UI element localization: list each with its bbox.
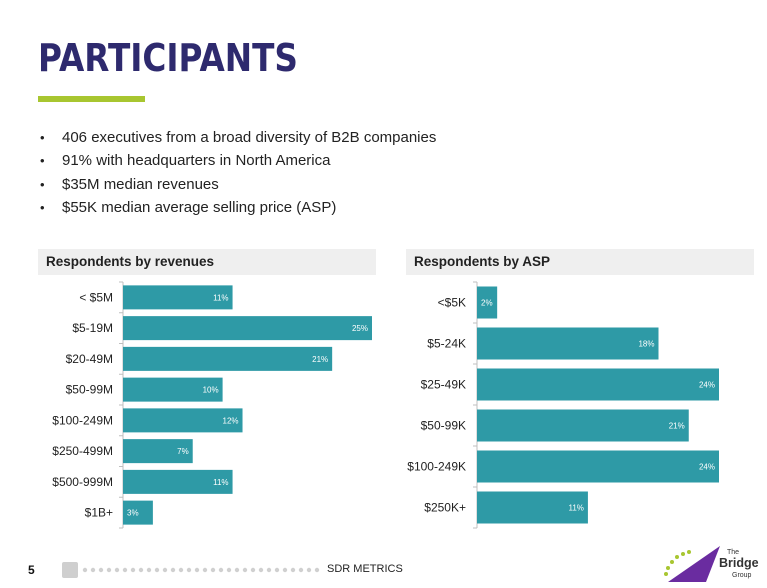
logo-bridge-text: Bridge bbox=[719, 556, 759, 570]
revenue-value-label: 11% bbox=[213, 478, 228, 487]
footer-dot bbox=[250, 567, 256, 573]
footer-dots bbox=[82, 567, 320, 573]
footer-dot bbox=[202, 567, 208, 573]
footer-dot bbox=[290, 567, 296, 573]
asp-category-label: $250K+ bbox=[424, 501, 466, 515]
asp-bar bbox=[477, 491, 588, 524]
asp-bar bbox=[477, 286, 498, 319]
asp-bar bbox=[477, 450, 719, 483]
asp-value-label: 24% bbox=[699, 463, 715, 472]
footer-label: SDR METRICS bbox=[327, 563, 403, 575]
page-title: PARTICIPANTS bbox=[38, 36, 298, 80]
revenue-value-label: 25% bbox=[352, 324, 368, 333]
footer-dot bbox=[314, 567, 320, 573]
footer-dot bbox=[146, 567, 152, 573]
footer-dot bbox=[98, 567, 104, 573]
revenue-category-label: $1B+ bbox=[85, 506, 113, 520]
page-number: 5 bbox=[28, 563, 35, 577]
revenue-category-label: $500-999M bbox=[52, 475, 113, 489]
footer-dot bbox=[106, 567, 112, 573]
asp-category-label: <$5K bbox=[438, 296, 466, 310]
revenue-value-label: 21% bbox=[312, 355, 328, 364]
revenue-bar bbox=[123, 377, 223, 402]
bullet-list: 406 executives from a broad diversity of… bbox=[40, 126, 436, 219]
revenue-category-label: $20-49M bbox=[66, 352, 113, 366]
revenue-bar bbox=[123, 316, 372, 341]
footer-box-icon bbox=[62, 562, 78, 578]
footer-dot bbox=[258, 567, 264, 573]
footer-dot bbox=[114, 567, 120, 573]
bullet-item: $35M median revenues bbox=[40, 173, 436, 197]
revenue-bar bbox=[123, 346, 333, 371]
footer-dot bbox=[282, 567, 288, 573]
asp-category-label: $100-249K bbox=[407, 460, 466, 474]
asp-value-label: 24% bbox=[699, 381, 715, 390]
footer-dot bbox=[90, 567, 96, 573]
footer-dot bbox=[242, 567, 248, 573]
revenue-value-label: 7% bbox=[177, 447, 189, 456]
footer-dot bbox=[226, 567, 232, 573]
asp-category-label: $50-99K bbox=[421, 419, 466, 433]
footer-dot bbox=[234, 567, 240, 573]
revenue-bar bbox=[123, 285, 233, 310]
footer-dot bbox=[274, 567, 280, 573]
footer-dot bbox=[210, 567, 216, 573]
asp-value-label: 11% bbox=[568, 504, 583, 513]
footer-dot bbox=[218, 567, 224, 573]
bullet-item: 91% with headquarters in North America bbox=[40, 149, 436, 173]
asp-category-label: $5-24K bbox=[427, 337, 466, 351]
footer-dot bbox=[298, 567, 304, 573]
title-underline bbox=[38, 96, 145, 102]
footer-dot bbox=[162, 567, 168, 573]
footer-dot bbox=[194, 567, 200, 573]
logo-the-text: The bbox=[727, 549, 740, 556]
footer-dot bbox=[154, 567, 160, 573]
revenue-bar bbox=[123, 439, 193, 464]
revenue-category-label: < $5M bbox=[79, 290, 113, 304]
footer-dot bbox=[186, 567, 192, 573]
asp-chart-title: Respondents by ASP bbox=[406, 249, 754, 275]
footer-dot bbox=[82, 567, 88, 573]
footer-dot bbox=[306, 567, 312, 573]
logo-group-text: Group bbox=[732, 572, 752, 579]
asp-value-label: 21% bbox=[669, 422, 685, 431]
asp-bar bbox=[477, 327, 659, 360]
bridge-logo-icon bbox=[664, 546, 720, 582]
revenue-value-label: 3% bbox=[127, 509, 139, 518]
bullet-item: 406 executives from a broad diversity of… bbox=[40, 126, 436, 150]
revenue-category-label: $50-99M bbox=[66, 383, 113, 397]
footer-dot bbox=[178, 567, 184, 573]
asp-category-label: $25-49K bbox=[421, 378, 466, 392]
revenue-bar bbox=[123, 408, 243, 433]
revenues-chart-title: Respondents by revenues bbox=[38, 249, 376, 275]
footer-dot bbox=[130, 567, 136, 573]
revenue-value-label: 12% bbox=[223, 416, 239, 425]
footer-dot bbox=[266, 567, 272, 573]
asp-bar bbox=[477, 409, 689, 442]
revenue-value-label: 11% bbox=[213, 293, 228, 302]
asp-value-label: 2% bbox=[481, 299, 493, 308]
revenue-category-label: $250-499M bbox=[52, 444, 113, 458]
asp-bar bbox=[477, 368, 719, 401]
footer-dot bbox=[170, 567, 176, 573]
asp-value-label: 18% bbox=[638, 340, 654, 349]
revenue-bar bbox=[123, 469, 233, 494]
footer-dot bbox=[122, 567, 128, 573]
revenue-category-label: $5-19M bbox=[72, 321, 113, 335]
revenue-bar bbox=[123, 500, 153, 525]
bullet-item: $55K median average selling price (ASP) bbox=[40, 196, 436, 220]
revenue-category-label: $100-249M bbox=[52, 413, 113, 427]
revenue-value-label: 10% bbox=[203, 386, 219, 395]
footer-dot bbox=[138, 567, 144, 573]
